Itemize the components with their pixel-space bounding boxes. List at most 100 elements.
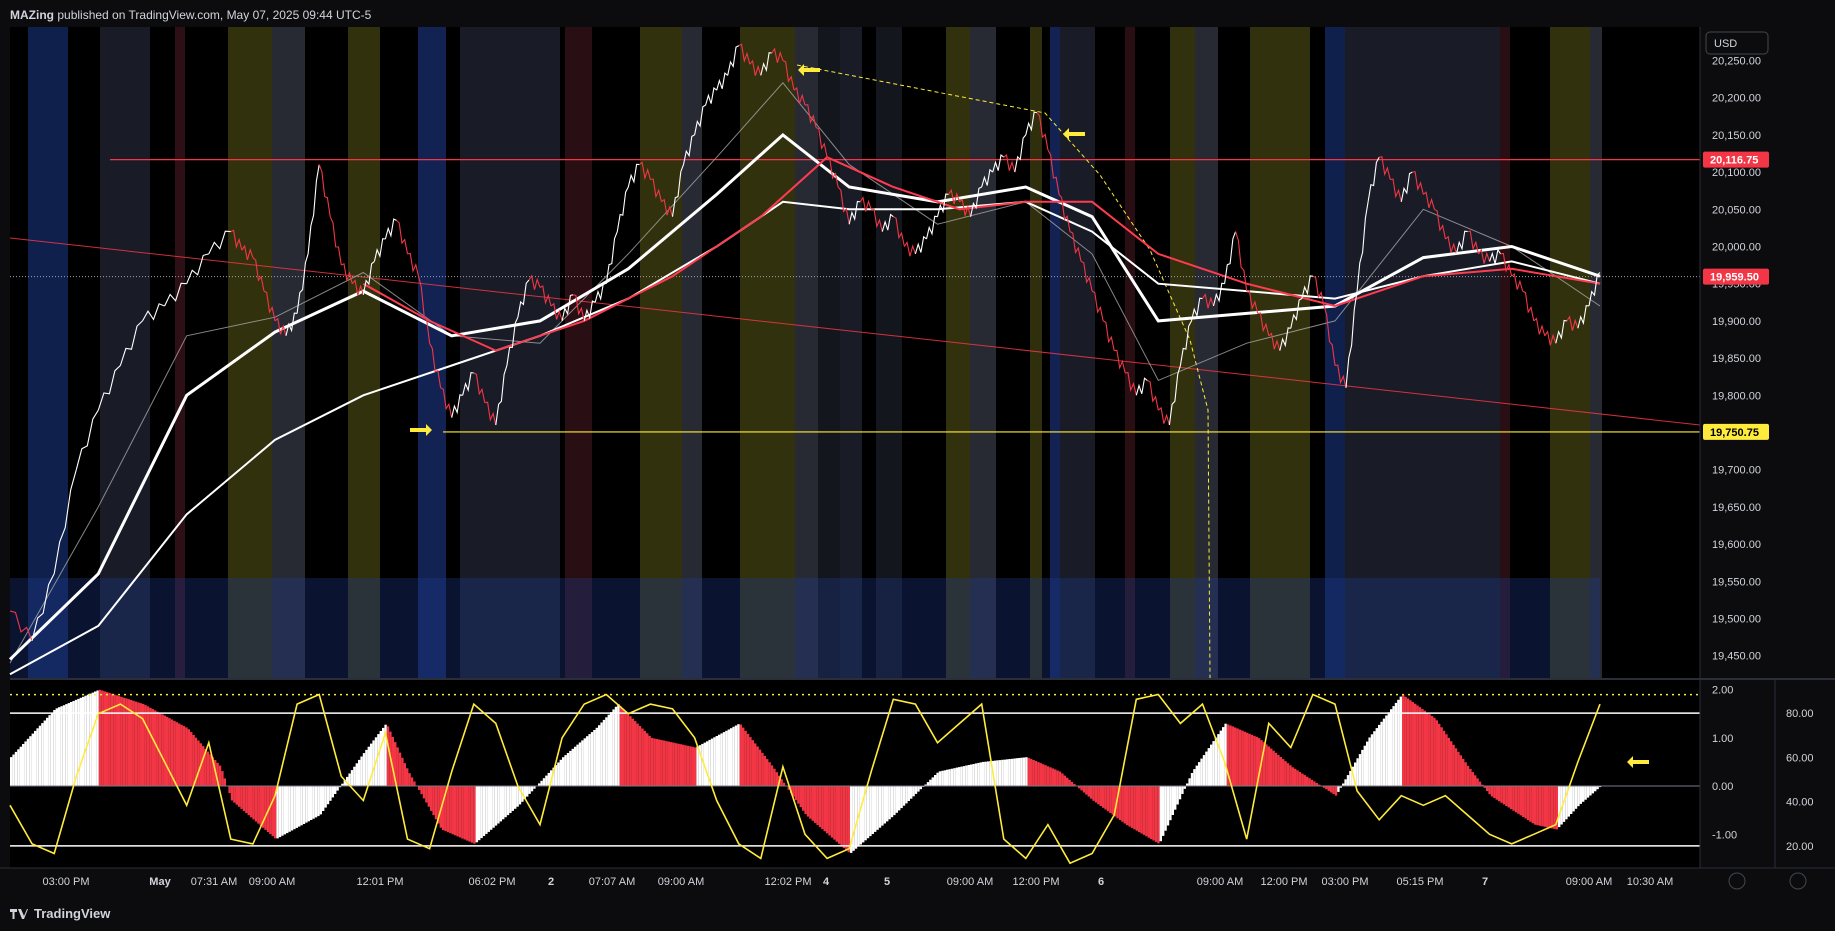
histogram-bar	[154, 710, 157, 787]
histogram-bar	[1486, 786, 1489, 791]
histogram-bar	[706, 741, 709, 787]
histogram-bar	[89, 693, 92, 786]
histogram-bar	[1318, 784, 1321, 787]
price-segment	[539, 285, 552, 307]
price-segment	[495, 365, 508, 426]
histogram-bar	[658, 739, 661, 786]
histogram-bar	[230, 786, 234, 801]
price-segment	[528, 274, 541, 290]
histogram-bar	[211, 757, 214, 786]
histogram-bar	[1308, 778, 1311, 787]
histogram-bar	[382, 727, 385, 787]
dashed-path-annotation	[796, 64, 1211, 679]
histogram-bar	[427, 786, 430, 807]
histogram-bar	[554, 765, 558, 787]
histogram-bar	[312, 786, 315, 819]
histogram-bar	[1368, 737, 1371, 787]
histogram-bar	[727, 729, 730, 787]
histogram-bar	[1428, 714, 1431, 786]
histogram-bar	[322, 786, 325, 811]
histogram-bar	[1147, 786, 1150, 838]
histogram-bar	[106, 692, 109, 787]
histogram-bar	[36, 728, 39, 786]
histogram-bar	[365, 749, 368, 787]
price-segment	[694, 104, 706, 136]
price-segment	[627, 163, 640, 188]
histogram-bar	[1210, 744, 1213, 786]
histogram-bar	[132, 700, 135, 787]
session-band	[1125, 27, 1135, 678]
histogram-bar	[1555, 786, 1558, 830]
price-segment	[97, 365, 121, 411]
price-segment	[682, 134, 695, 165]
histogram-bar	[1363, 745, 1366, 786]
time-axis-tick: 6	[1098, 876, 1104, 888]
histogram-bar	[576, 744, 579, 786]
histogram-bar	[72, 701, 75, 787]
histogram-bar	[696, 746, 699, 787]
histogram-bar	[1579, 786, 1582, 804]
histogram-bar	[19, 746, 22, 787]
histogram-bar	[497, 786, 500, 824]
histogram-bar	[1176, 786, 1179, 805]
price-segment	[1500, 252, 1513, 277]
histogram-bar	[660, 740, 663, 786]
price-segment	[804, 104, 817, 128]
histogram-bar	[346, 776, 349, 786]
histogram-bar	[178, 723, 181, 787]
price-segment	[1511, 272, 1524, 292]
time-axis-tick: 05:15 PM	[1396, 876, 1443, 888]
histogram-bar	[1253, 735, 1256, 787]
histogram-bar	[617, 704, 620, 786]
histogram-bar	[1150, 786, 1153, 840]
histogram-bar	[480, 786, 483, 839]
price-segment	[1047, 149, 1060, 195]
tradingview-footer[interactable]: TradingView	[10, 903, 110, 925]
histogram-bar	[53, 710, 56, 787]
histogram-bar	[653, 738, 656, 787]
histogram-bar	[1298, 772, 1302, 787]
price-axis-tick: 20,200.00	[1712, 93, 1761, 105]
histogram-bar	[614, 706, 618, 786]
histogram-bar	[487, 786, 490, 832]
price-segment	[1455, 230, 1468, 255]
histogram-bar	[302, 786, 306, 824]
histogram-bar	[1512, 786, 1515, 811]
histogram-bar	[1375, 728, 1378, 787]
histogram-bar	[1332, 786, 1335, 794]
histogram-bar	[540, 780, 543, 787]
histogram-bar	[197, 740, 200, 787]
histogram-bar	[163, 715, 166, 786]
histogram-bar	[1519, 786, 1522, 816]
histogram-bar	[137, 702, 140, 787]
histogram-bar	[634, 721, 637, 786]
histogram-bar	[1452, 744, 1455, 787]
histogram-bar	[1517, 786, 1520, 814]
histogram-bar	[1073, 784, 1076, 786]
histogram-bar	[34, 730, 37, 786]
histogram-bar	[624, 711, 627, 786]
histogram-bar	[1128, 786, 1131, 827]
histogram-bar	[1334, 786, 1338, 796]
histogram-bar	[1390, 709, 1393, 787]
histogram-bar	[1015, 758, 1018, 786]
time-axis-tick: 09:00 AM	[249, 876, 295, 888]
histogram-bar	[485, 786, 488, 834]
price-segment	[1224, 231, 1237, 284]
price-segment	[1025, 111, 1037, 136]
histogram-bar	[734, 725, 738, 786]
histogram-bar	[1440, 727, 1443, 786]
histogram-bar	[715, 736, 718, 786]
histogram-bar	[881, 786, 884, 826]
histogram-bar	[581, 740, 584, 786]
histogram-bar	[689, 746, 692, 786]
histogram-bar	[1526, 786, 1530, 821]
histogram-bar	[38, 725, 42, 787]
session-band	[876, 27, 902, 678]
histogram-bar	[804, 786, 807, 815]
histogram-bar	[566, 753, 570, 786]
histogram-bar	[619, 706, 622, 787]
author-name[interactable]: MAZing	[10, 8, 54, 22]
histogram-bar	[622, 708, 625, 787]
